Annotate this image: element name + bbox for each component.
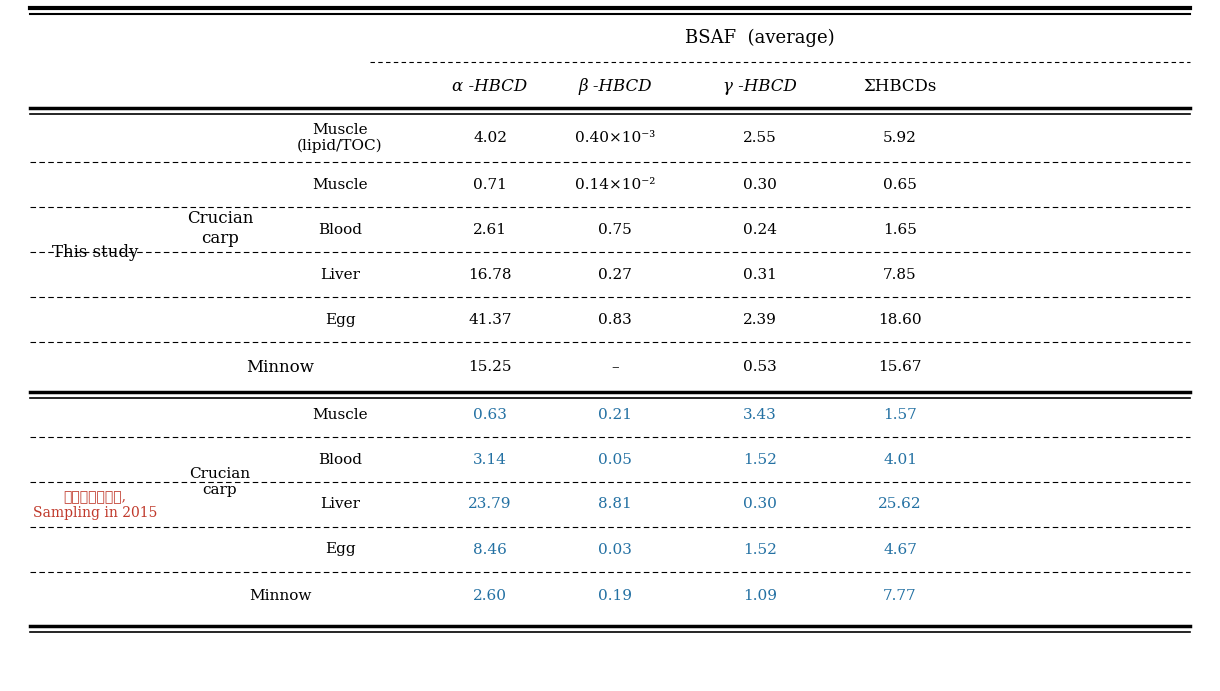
Text: Liver: Liver	[320, 498, 360, 511]
Text: 2.60: 2.60	[473, 589, 508, 603]
Text: 1.09: 1.09	[743, 589, 777, 603]
Text: 국립환경과학원,
Sampling in 2015: 국립환경과학원, Sampling in 2015	[33, 490, 157, 520]
Text: 0.27: 0.27	[598, 267, 632, 281]
Text: Egg: Egg	[325, 542, 355, 556]
Text: 4.02: 4.02	[473, 131, 508, 145]
Text: 2.61: 2.61	[473, 223, 508, 236]
Text: 7.77: 7.77	[883, 589, 916, 603]
Text: 3.43: 3.43	[743, 408, 777, 422]
Text: 0.14×10⁻²: 0.14×10⁻²	[575, 178, 655, 191]
Text: 0.63: 0.63	[473, 408, 508, 422]
Text: 1.52: 1.52	[743, 542, 777, 556]
Text: 0.24: 0.24	[743, 223, 777, 236]
Text: 23.79: 23.79	[468, 498, 511, 511]
Text: 8.81: 8.81	[598, 498, 632, 511]
Text: 16.78: 16.78	[468, 267, 511, 281]
Text: Blood: Blood	[318, 453, 362, 466]
Text: 4.67: 4.67	[883, 542, 917, 556]
Text: 0.71: 0.71	[473, 178, 508, 191]
Text: 15.67: 15.67	[878, 360, 922, 374]
Text: β -HBCD: β -HBCD	[578, 77, 651, 95]
Text: 18.60: 18.60	[878, 312, 922, 327]
Text: 25.62: 25.62	[878, 498, 922, 511]
Text: Minnow: Minnow	[246, 359, 314, 375]
Text: Muscle
(lipid/TOC): Muscle (lipid/TOC)	[298, 123, 383, 153]
Text: 7.85: 7.85	[883, 267, 916, 281]
Text: 1.65: 1.65	[883, 223, 917, 236]
Text: 41.37: 41.37	[468, 312, 511, 327]
Text: Muscle: Muscle	[312, 178, 367, 191]
Text: Muscle: Muscle	[312, 408, 367, 422]
Text: 8.46: 8.46	[473, 542, 508, 556]
Text: 15.25: 15.25	[468, 360, 511, 374]
Text: 0.30: 0.30	[743, 178, 777, 191]
Text: Crucian
carp: Crucian carp	[187, 211, 254, 247]
Text: 0.19: 0.19	[598, 589, 632, 603]
Text: 0.21: 0.21	[598, 408, 632, 422]
Text: 0.30: 0.30	[743, 498, 777, 511]
Text: 0.05: 0.05	[598, 453, 632, 466]
Text: 0.83: 0.83	[598, 312, 632, 327]
Text: BSAF  (average): BSAF (average)	[686, 29, 834, 47]
Text: 1.57: 1.57	[883, 408, 917, 422]
Text: 0.53: 0.53	[743, 360, 777, 374]
Text: Liver: Liver	[320, 267, 360, 281]
Text: 4.01: 4.01	[883, 453, 917, 466]
Text: 3.14: 3.14	[473, 453, 508, 466]
Text: 0.65: 0.65	[883, 178, 917, 191]
Text: 1.52: 1.52	[743, 453, 777, 466]
Text: Crucian
carp: Crucian carp	[189, 467, 250, 497]
Text: ΣHBCDs: ΣHBCDs	[864, 77, 937, 95]
Text: 0.03: 0.03	[598, 542, 632, 556]
Text: γ -HBCD: γ -HBCD	[723, 77, 797, 95]
Text: 0.75: 0.75	[598, 223, 632, 236]
Text: Egg: Egg	[325, 312, 355, 327]
Text: 0.31: 0.31	[743, 267, 777, 281]
Text: α -HBCD: α -HBCD	[453, 77, 527, 95]
Text: 0.40×10⁻³: 0.40×10⁻³	[575, 131, 655, 145]
Text: –: –	[611, 360, 619, 374]
Text: 2.55: 2.55	[743, 131, 777, 145]
Text: Minnow: Minnow	[249, 589, 311, 603]
Text: 2.39: 2.39	[743, 312, 777, 327]
Text: Blood: Blood	[318, 223, 362, 236]
Text: This study: This study	[51, 244, 138, 261]
Text: 5.92: 5.92	[883, 131, 917, 145]
